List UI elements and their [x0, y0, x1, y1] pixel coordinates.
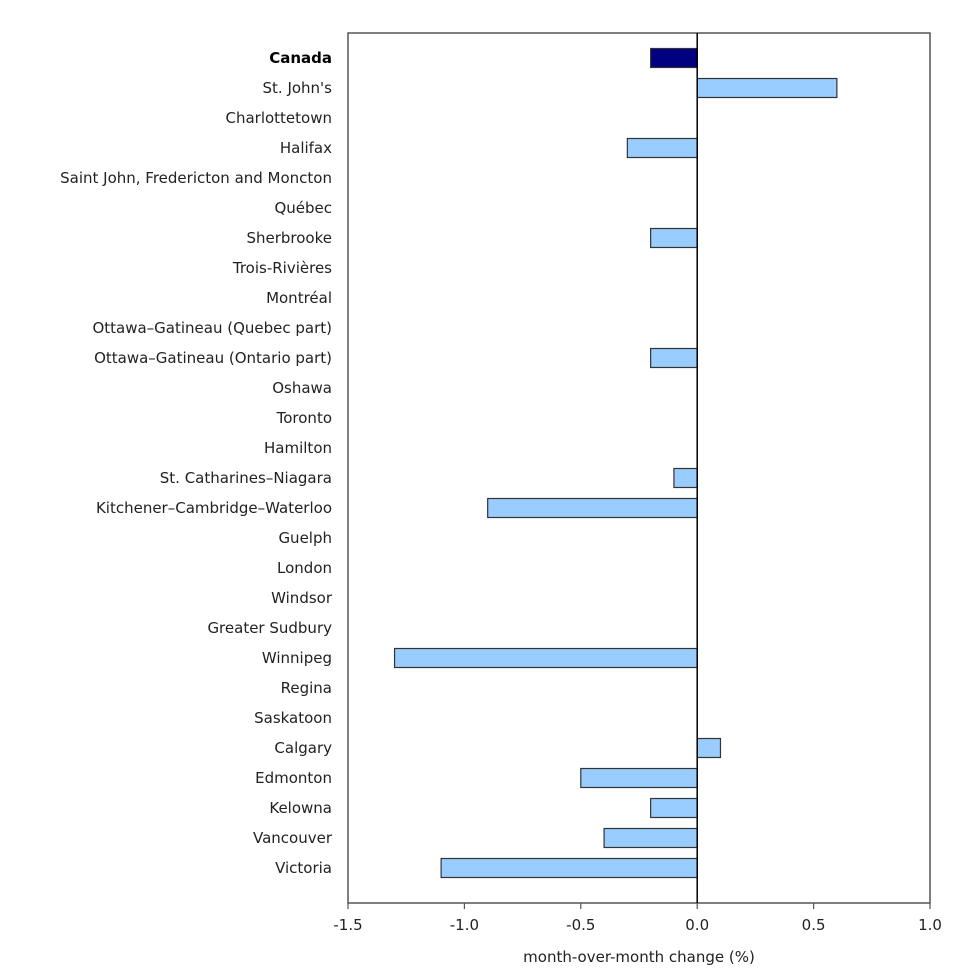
- bar: [696, 77, 838, 99]
- category-label: St. John's: [263, 79, 333, 97]
- category-label: Windsor: [271, 589, 333, 607]
- category-label: Kitchener–Cambridge–Waterloo: [96, 499, 332, 517]
- x-axis-ticks: -1.5 -1.0 -0.5 0.0 0.5 1.0: [333, 903, 942, 934]
- category-label: Regina: [281, 679, 332, 697]
- category-label: Ottawa–Gatineau (Ontario part): [94, 349, 332, 367]
- bar: [393, 647, 698, 669]
- bar: [650, 227, 698, 249]
- x-tick-label: -1.0: [450, 916, 479, 934]
- category-label: Calgary: [274, 739, 332, 757]
- bar: [487, 497, 698, 519]
- bar: [603, 827, 698, 849]
- category-label: Hamilton: [264, 439, 332, 457]
- category-label: Victoria: [275, 859, 332, 877]
- category-label: London: [277, 559, 332, 577]
- x-tick-label: 1.0: [918, 916, 942, 934]
- category-label: St. Catharines–Niagara: [160, 469, 332, 487]
- category-label: Halifax: [280, 139, 332, 157]
- bars: [393, 47, 838, 879]
- x-tick-label: 0.0: [685, 916, 709, 934]
- category-label: Greater Sudbury: [207, 619, 332, 637]
- category-labels: Canada St. John's Charlottetown Halifax Sain…: [60, 49, 333, 877]
- x-tick-label: 0.5: [802, 916, 826, 934]
- bar: [440, 857, 698, 879]
- category-label: Charlottetown: [225, 109, 332, 127]
- x-tick-label: -1.5: [333, 916, 362, 934]
- bar: [580, 767, 698, 789]
- category-label: Sherbrooke: [246, 229, 332, 247]
- category-label: Edmonton: [255, 769, 332, 787]
- x-tick-label: -0.5: [566, 916, 595, 934]
- category-label: Guelph: [278, 529, 332, 547]
- category-label: Montréal: [266, 289, 332, 307]
- x-axis-label: month-over-month change (%): [523, 948, 755, 966]
- category-label: Toronto: [276, 409, 332, 427]
- bar: [673, 467, 698, 489]
- category-label: Saint John, Fredericton and Moncton: [60, 169, 332, 187]
- category-label: Canada: [269, 49, 332, 67]
- bar: [696, 737, 722, 759]
- plot-frame: [347, 32, 931, 904]
- category-label: Kelowna: [269, 799, 332, 817]
- category-label: Winnipeg: [262, 649, 332, 667]
- category-label: Vancouver: [253, 829, 333, 847]
- category-label: Oshawa: [272, 379, 332, 397]
- bar: [650, 347, 698, 369]
- bar: [650, 47, 698, 69]
- category-label: Québec: [274, 199, 332, 217]
- category-label: Saskatoon: [254, 709, 332, 727]
- category-label: Ottawa–Gatineau (Quebec part): [92, 319, 332, 337]
- bar: [650, 797, 698, 819]
- category-label: Trois-Rivières: [232, 259, 332, 277]
- bar: [626, 137, 698, 159]
